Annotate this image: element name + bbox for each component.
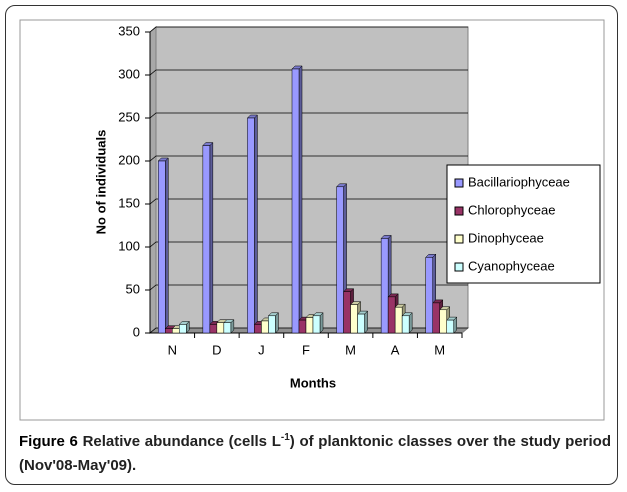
- bar-face: [446, 319, 454, 334]
- bar: [246, 114, 259, 334]
- legend-label: Chlorophyceae: [468, 202, 555, 217]
- x-tick-label: M: [434, 342, 445, 357]
- bar-face: [401, 315, 410, 334]
- bar-face: [165, 157, 169, 334]
- x-tick-label: M: [345, 342, 356, 357]
- bar-face: [364, 310, 368, 334]
- grid-line: [149, 112, 468, 119]
- grid-line: [149, 26, 468, 33]
- bar-face: [209, 141, 214, 334]
- figure-caption: Figure 6 Relative abundance (cells L-1) …: [19, 430, 611, 478]
- bar-face: [247, 117, 255, 334]
- chart: Months No of individuals 0 50 100 150 200 250…: [19, 19, 605, 421]
- y-tick-label: 50: [126, 281, 140, 296]
- y-tick-label: 350: [118, 23, 140, 38]
- bar: [356, 310, 369, 334]
- bar-face: [165, 328, 173, 334]
- legend-swatch: [454, 178, 464, 188]
- bar-face: [319, 312, 324, 334]
- bar-face: [425, 257, 433, 334]
- bar: [401, 312, 413, 334]
- bar-face: [298, 319, 307, 334]
- y-tick-label: 200: [118, 152, 140, 167]
- grid-line: [149, 284, 468, 291]
- bar: [223, 319, 235, 334]
- legend-label: Cyanophyceae: [468, 258, 555, 273]
- grid-line: [149, 155, 468, 162]
- x-tick-label: J: [258, 342, 265, 357]
- caption-text: Relative abundance (cells L: [77, 433, 281, 450]
- legend-swatch: [454, 262, 464, 272]
- bar-face: [223, 322, 232, 334]
- bar-face: [268, 315, 276, 334]
- grid-line: [149, 69, 468, 76]
- bar-face: [172, 328, 180, 334]
- bar-face: [439, 309, 447, 334]
- x-tick-label: D: [212, 342, 221, 357]
- y-tick-label: 300: [118, 66, 140, 81]
- bar-face: [394, 306, 403, 334]
- bar: [178, 320, 190, 334]
- bar: [291, 65, 303, 334]
- bar-face: [254, 324, 262, 334]
- caption-superscript: -1: [280, 432, 290, 443]
- y-tick-label: 0: [133, 324, 140, 339]
- legend-label: Bacillariophyceae: [468, 174, 570, 189]
- bar-face: [216, 322, 225, 334]
- bar: [202, 141, 214, 334]
- bar-face: [432, 302, 440, 334]
- x-tick-label: N: [168, 342, 177, 357]
- bar-face: [298, 65, 303, 334]
- legend-swatch: [454, 234, 464, 244]
- bar-face: [408, 312, 413, 334]
- bar-face: [291, 68, 300, 334]
- bar-face: [209, 324, 218, 334]
- x-tick-label: A: [391, 342, 400, 357]
- caption-label: Figure 6: [19, 433, 78, 450]
- bar: [267, 312, 280, 334]
- bar-face: [350, 304, 358, 334]
- x-axis-label: Months: [290, 375, 336, 390]
- bar-face: [202, 145, 211, 334]
- figure-frame: [5, 5, 618, 485]
- bar: [312, 312, 324, 334]
- legend-box: [446, 164, 601, 284]
- y-axis-label: No of individuals: [93, 130, 108, 235]
- bar-face: [380, 238, 389, 334]
- legend-swatch: [454, 206, 464, 216]
- bar-face: [179, 324, 187, 334]
- bar-face: [387, 296, 396, 334]
- bar-face: [357, 313, 365, 334]
- y-tick-label: 150: [118, 195, 140, 210]
- bar-face: [275, 312, 279, 334]
- legend-label: Dinophyceae: [468, 230, 544, 245]
- bar: [446, 316, 458, 334]
- y-tick-label: 250: [118, 109, 140, 124]
- x-tick-label: F: [302, 342, 310, 357]
- bar-face: [336, 186, 344, 334]
- bar-face: [261, 320, 269, 334]
- bar-face: [254, 114, 258, 334]
- grid-line: [149, 198, 468, 205]
- y-tick-label: 100: [118, 238, 140, 253]
- bar-face: [312, 315, 321, 334]
- grid-line: [149, 241, 468, 248]
- bar-face: [305, 317, 314, 334]
- caption-text: ) of planktonic classes over the study p…: [19, 433, 612, 474]
- bar: [157, 157, 169, 334]
- bar-face: [158, 160, 166, 334]
- bar-face: [343, 291, 351, 334]
